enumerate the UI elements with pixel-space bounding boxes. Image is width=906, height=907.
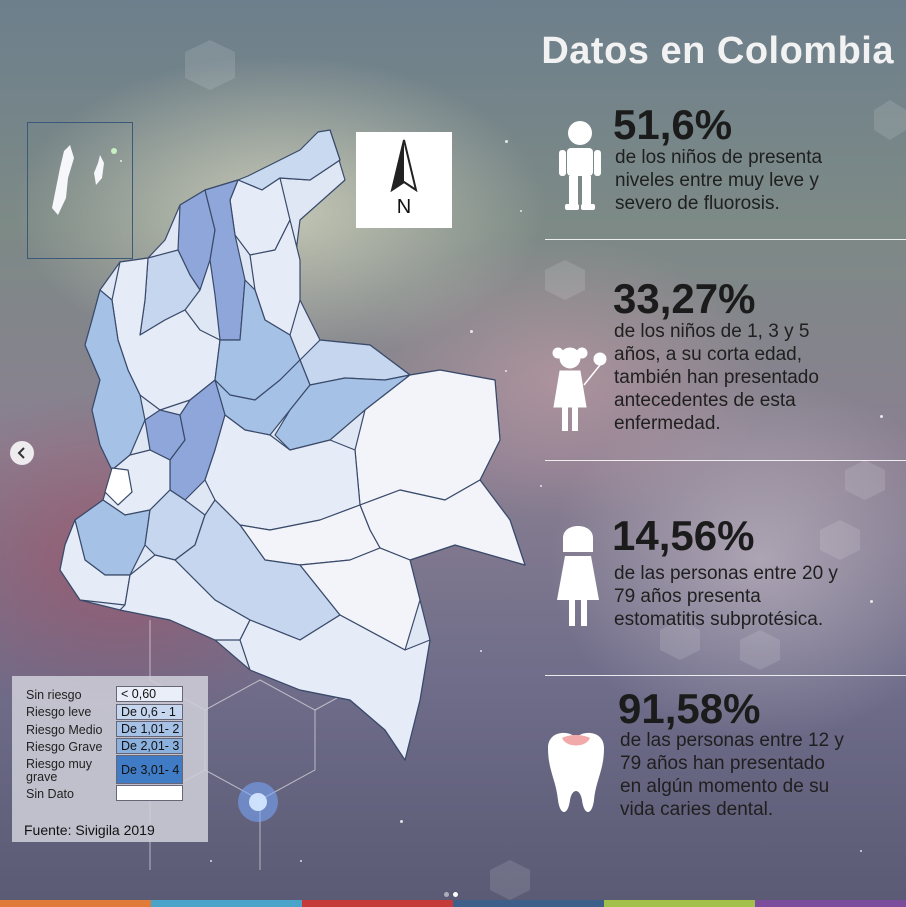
legend-label: Riesgo Medio — [26, 723, 103, 737]
stat-4-percent: 91,58% — [618, 685, 761, 732]
page-title: Datos en Colombia — [541, 30, 894, 72]
boy-icon — [559, 121, 601, 210]
star — [400, 820, 403, 823]
stat-2-line: antecedentes de esta — [614, 390, 796, 411]
color-segment — [151, 900, 302, 907]
legend-swatch: De 1,01- 2 — [116, 721, 183, 737]
stat-1-line: niveles entre muy leve y — [615, 170, 819, 191]
star — [860, 850, 862, 852]
legend-label: Riesgo leve — [26, 705, 92, 719]
north-label: N — [396, 196, 412, 218]
woman-icon — [557, 526, 599, 626]
stat-3-description: de las personas entre 20 y 79 años prese… — [614, 562, 838, 631]
stat-4-line: en algún momento de su — [620, 776, 830, 797]
north-arrow-icon — [390, 139, 418, 193]
carousel-dot[interactable] — [444, 892, 449, 897]
star — [300, 860, 302, 862]
colombia-risk-map — [59, 129, 526, 761]
color-segment — [0, 900, 151, 907]
north-arrow-box: N — [356, 132, 452, 228]
color-segment — [755, 900, 906, 907]
star — [505, 140, 508, 143]
star — [505, 370, 507, 372]
bottom-color-bar — [0, 900, 906, 907]
star — [870, 600, 873, 603]
stat-1-description: de los niños de presenta niveles entre m… — [615, 146, 822, 215]
stat-3-line: 79 años presenta — [614, 586, 761, 607]
legend-label: Sin Dato — [26, 787, 74, 801]
carousel-prev-button[interactable] — [10, 441, 34, 465]
legend-swatch: < 0,60 — [116, 686, 183, 702]
stat-3-line: de las personas entre 20 y — [614, 563, 838, 584]
stat-2-line: de los niños de 1, 3 y 5 — [614, 321, 810, 342]
stat-2-line: enfermedad. — [614, 413, 721, 434]
stat-2-line: también han presentado — [614, 367, 819, 388]
divider — [545, 675, 906, 676]
girl-with-balloon-icon — [552, 347, 607, 431]
star — [470, 330, 473, 333]
stat-4-line: vida caries dental. — [620, 799, 774, 820]
star — [540, 485, 542, 487]
stat-4-line: de las personas entre 12 y — [620, 730, 844, 751]
san-andres-inset-map — [27, 122, 133, 259]
legend-label: Riesgo muy — [26, 757, 92, 771]
legend-label: Riesgo Grave — [26, 740, 103, 754]
star — [520, 210, 522, 212]
stat-1-percent: 51,6% — [613, 101, 733, 148]
divider — [545, 460, 906, 461]
stat-1-line: severo de fluorosis. — [615, 193, 780, 214]
legend-swatch — [116, 785, 183, 801]
legend-swatch: De 3,01- 4 — [116, 755, 183, 784]
color-segment — [453, 900, 604, 907]
stat-2-line: años, a su corta edad, — [614, 344, 803, 365]
stat-4-description: de las personas entre 12 y 79 años han p… — [620, 729, 844, 821]
color-segment — [604, 900, 755, 907]
stat-3-line: estomatitis subprotésica. — [614, 609, 824, 630]
source-caption: Fuente: Sivigila 2019 — [24, 822, 155, 838]
carousel-dots — [444, 884, 462, 902]
legend-label: Sin riesgo — [26, 688, 82, 702]
stat-2-description: de los niños de 1, 3 y 5 años, a su cort… — [614, 320, 819, 435]
island-shapes — [52, 145, 117, 215]
stat-3-percent: 14,56% — [612, 512, 755, 559]
chevron-left-icon — [17, 447, 25, 459]
divider — [545, 239, 906, 240]
stat-2-percent: 33,27% — [613, 275, 756, 322]
legend-swatch: De 0,6 - 1 — [116, 704, 183, 720]
color-segment — [302, 900, 453, 907]
legend-label: grave — [26, 770, 58, 784]
star — [480, 650, 482, 652]
stat-4-line: 79 años han presentado — [620, 753, 825, 774]
legend-swatch: De 2,01- 3 — [116, 738, 183, 754]
map-legend: Sin riesgo Riesgo leve Riesgo Medio Ries… — [12, 676, 208, 842]
star — [120, 160, 122, 162]
star — [880, 415, 883, 418]
stat-1-line: de los niños de presenta — [615, 147, 823, 168]
tooth-icon — [548, 732, 604, 812]
carousel-dot-active[interactable] — [453, 892, 458, 897]
star — [210, 860, 212, 862]
